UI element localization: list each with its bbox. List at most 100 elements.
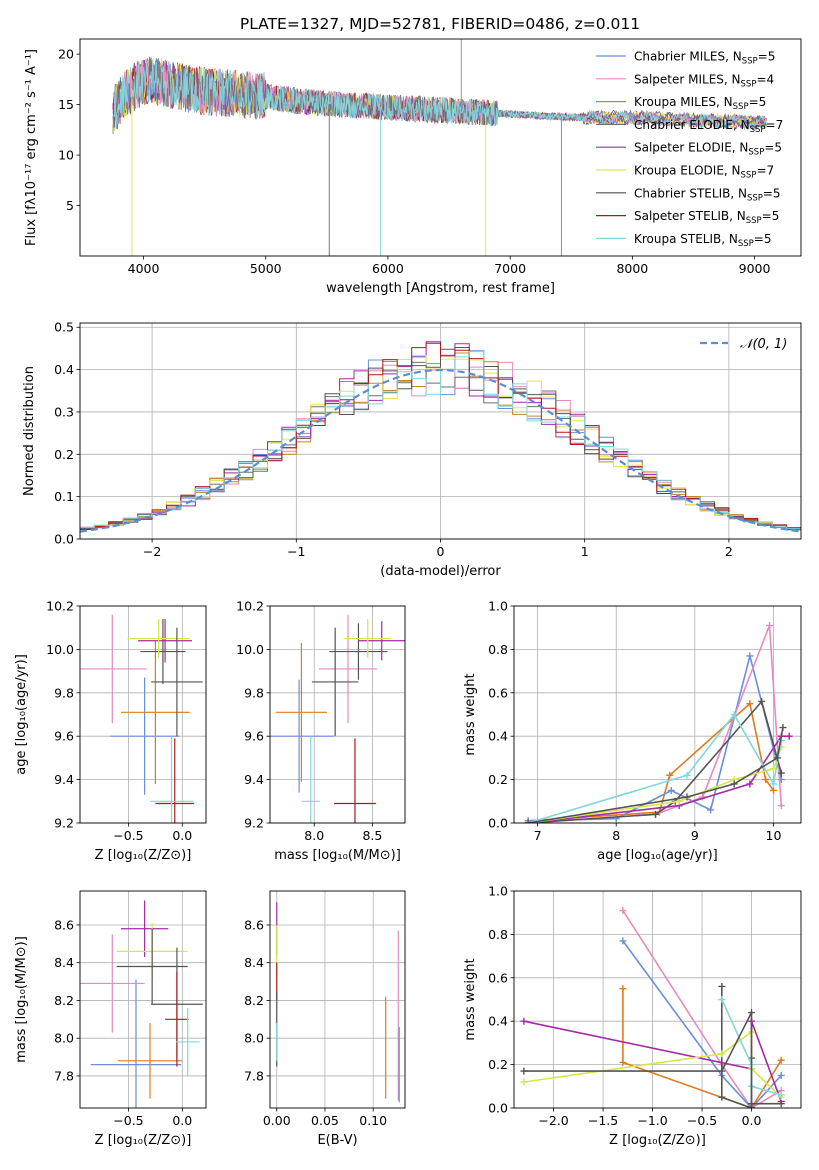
y-tick-label: 10.0 — [46, 642, 74, 657]
x-axis-label: E(B-V) — [317, 1133, 357, 1148]
weight-marker — [769, 786, 777, 794]
x-tick-label: −1 — [287, 544, 305, 559]
weight-vs-Z-frame — [513, 890, 802, 1109]
y-tick-label: 10.0 — [236, 642, 264, 657]
y-tick-label: 9.2 — [244, 816, 264, 831]
weight-marker — [524, 819, 532, 823]
x-tick-label: 0.00 — [263, 1113, 291, 1128]
y-axis-label: mass weight — [463, 958, 478, 1040]
weight-marker — [707, 806, 715, 814]
age-vs-Z-frame — [79, 605, 207, 824]
x-tick-label: −1.5 — [588, 1113, 618, 1128]
weight-marker — [777, 1056, 785, 1064]
weight-series-1 — [528, 655, 783, 822]
weight-marker — [766, 622, 774, 630]
legend-label: Salpeter MILES, NSSP=4 — [634, 72, 774, 89]
y-tick-label: 0.8 — [488, 642, 508, 657]
weight-marker — [667, 786, 675, 794]
y-tick-label: 7.8 — [244, 1068, 264, 1083]
age-vs-Z-points — [80, 614, 203, 823]
y-tick-label: 0.2 — [488, 772, 508, 787]
weight-marker — [718, 1050, 726, 1058]
x-tick-label: 0.10 — [359, 1113, 387, 1128]
y-tick-label: 8.6 — [54, 917, 74, 932]
x-tick-label: −2 — [143, 544, 161, 559]
x-tick-label: −1.0 — [637, 1113, 667, 1128]
weight-vs-Z-lines — [520, 907, 785, 1108]
weight-marker — [730, 780, 738, 788]
x-tick-label: 8000 — [616, 261, 648, 276]
legend-label: Chabrier MILES, NSSP=5 — [634, 50, 775, 67]
x-tick-label: 7000 — [494, 261, 526, 276]
y-tick-label: 8.6 — [244, 917, 264, 932]
spectrum-series-8 — [112, 59, 767, 132]
weight-marker — [619, 937, 627, 945]
weight-series-1 — [622, 940, 782, 1108]
y-tick-label: 8.4 — [54, 955, 74, 970]
spectrum-title: PLATE=1327, MJD=52781, FIBERID=0486, z=0… — [240, 15, 640, 33]
weight-marker — [718, 1067, 726, 1075]
weight-vs-age-frame — [513, 605, 802, 824]
x-tick-label: 1 — [581, 544, 589, 559]
mass-vs-ebv-frame — [269, 890, 406, 1109]
y-tick-label: 0.3 — [54, 404, 74, 419]
x-tick-label: −0.5 — [687, 1113, 717, 1128]
weight-marker — [785, 732, 793, 740]
residuals-frame — [79, 322, 802, 540]
x-tick-label: 9000 — [739, 261, 771, 276]
y-tick-label: 1.0 — [488, 884, 508, 899]
y-tick-label: 10 — [58, 148, 74, 163]
weight-marker — [652, 810, 660, 818]
mass-vs-Z-points — [80, 900, 203, 1108]
y-tick-label: 0.8 — [488, 927, 508, 942]
y-tick-label: 0.6 — [488, 685, 508, 700]
weight-marker — [777, 769, 785, 777]
x-tick-label: 6000 — [372, 261, 404, 276]
x-tick-label: 5000 — [250, 261, 282, 276]
legend-label: Salpeter STELIB, NSSP=5 — [634, 209, 779, 226]
x-tick-label: −2.0 — [538, 1113, 568, 1128]
weight-marker — [520, 1067, 528, 1075]
x-axis-label: Z [log₁₀(Z/Z⊙)] — [609, 1133, 706, 1148]
weight-marker — [718, 996, 726, 1003]
y-tick-label: 9.2 — [54, 816, 74, 831]
mass-vs-Z-axes: −0.5 0.0 7.8 8.0 8.2 8.4 8.6 Z [log₁₀(Z/Z⊙)] mas… — [14, 891, 206, 1148]
weight-marker — [777, 802, 785, 810]
spectrum-legend: Chabrier MILES, NSSP=5 Salpeter MILES, NS… — [596, 50, 783, 249]
weight-marker — [779, 724, 787, 732]
x-axis-label: (data-model)/error — [380, 564, 501, 579]
weight-marker — [746, 700, 754, 708]
y-tick-label: 0.4 — [488, 729, 508, 744]
x-axis-label: age [log₁₀(age/yr)] — [597, 848, 718, 863]
weight-marker — [520, 1078, 528, 1086]
y-tick-label: 9.6 — [54, 729, 74, 744]
spectrum-axes: 4000 5000 6000 7000 8000 9000 5 10 15 20 wavelengt… — [24, 47, 771, 296]
y-tick-label: 5 — [66, 198, 74, 213]
y-tick-label: 1.0 — [488, 599, 508, 614]
weight-marker — [762, 776, 770, 784]
weight-marker — [777, 1071, 785, 1079]
y-tick-label: 10.2 — [236, 599, 264, 614]
age-vs-mass-points — [270, 614, 405, 823]
mass-vs-ebv-axes: 0.00 0.05 0.10 7.8 8.0 8.2 8.4 8.6 E(B-V) — [244, 891, 405, 1148]
weight-marker — [777, 1091, 785, 1099]
y-tick-label: 0.4 — [54, 362, 74, 377]
hist-lines — [80, 341, 801, 539]
mass-vs-ebv-points — [276, 902, 400, 1103]
weight-series-0 — [622, 910, 782, 1108]
y-tick-label: 8.2 — [244, 993, 264, 1008]
weight-marker — [748, 1100, 756, 1108]
y-tick-label: 8.4 — [244, 955, 264, 970]
y-tick-label: 15 — [58, 97, 74, 112]
y-axis-label: mass weight — [463, 673, 478, 755]
weight-marker — [619, 907, 627, 915]
x-tick-label: 0 — [437, 544, 445, 559]
weight-marker — [520, 1017, 528, 1025]
y-axis-label: age [log₁₀(age/yr)] — [14, 654, 29, 775]
weight-marker — [683, 793, 691, 801]
y-tick-label: 8.2 — [54, 993, 74, 1008]
mass-vs-Z-frame — [79, 890, 207, 1109]
y-tick-label: 7.8 — [54, 1068, 74, 1083]
weight-marker — [748, 1009, 756, 1017]
